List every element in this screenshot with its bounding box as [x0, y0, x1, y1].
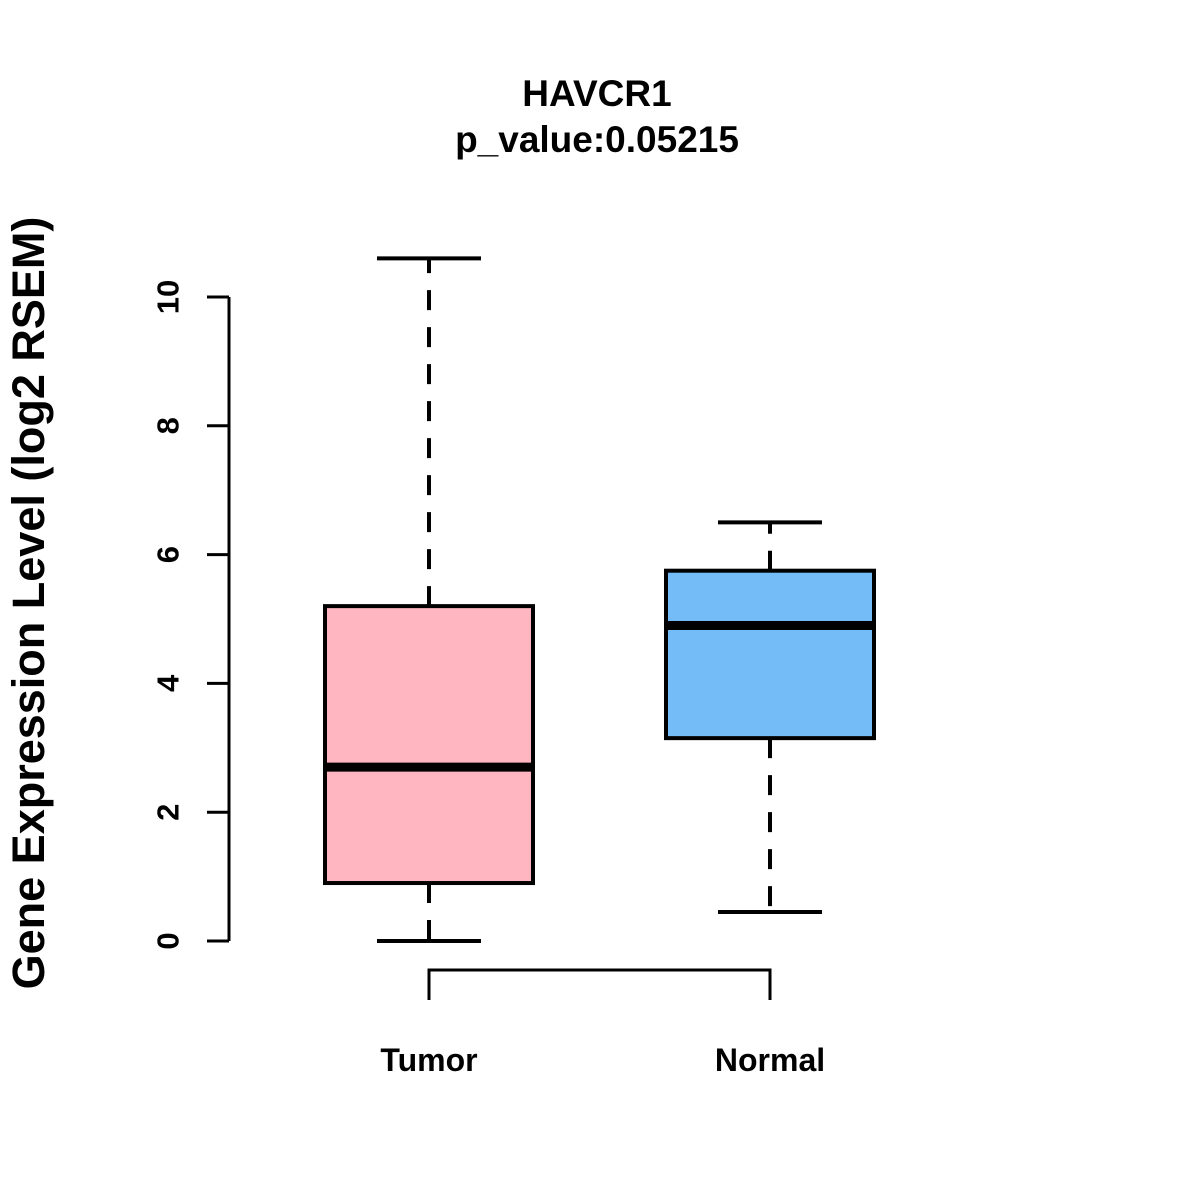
y-tick-label: 0 [151, 932, 186, 949]
y-tick-label: 4 [151, 674, 186, 692]
box-series [323, 256, 876, 943]
chart-subtitle: p_value:0.05215 [455, 119, 739, 160]
normal-box [664, 568, 876, 741]
y-axis-title: Gene Expression Level (log2 RSEM) [3, 217, 54, 990]
x-tick-label-normal: Normal [715, 1042, 825, 1078]
y-tick-label: 6 [151, 546, 186, 563]
x-tick-label-tumor: Tumor [380, 1042, 477, 1078]
y-tick-label: 10 [151, 280, 186, 314]
y-tick-label: 2 [151, 804, 186, 821]
tumor-box [323, 604, 535, 886]
y-tick-label: 8 [151, 417, 186, 434]
y-axis: 0 2 4 6 8 10 [151, 280, 231, 950]
chart-title: HAVCR1 [522, 73, 671, 114]
x-axis-bracket: Tumor Normal [380, 968, 825, 1078]
x-axis-line [427, 968, 772, 1000]
